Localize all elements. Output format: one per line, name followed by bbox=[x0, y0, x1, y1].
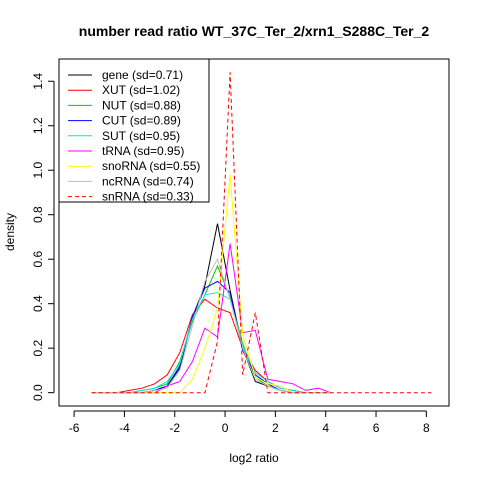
y-tick-label: 0.0 bbox=[31, 384, 45, 401]
y-tick-label: 0.2 bbox=[31, 340, 45, 357]
x-tick-label: 0 bbox=[222, 421, 229, 435]
legend-label-8: snRNA (sd=0.33) bbox=[102, 190, 194, 204]
x-tick-label: 2 bbox=[272, 421, 279, 435]
legend-label-3: CUT (sd=0.89) bbox=[102, 114, 181, 128]
series-line-8 bbox=[91, 72, 432, 394]
legend-label-2: NUT (sd=0.88) bbox=[102, 98, 181, 112]
legend-box bbox=[58, 58, 210, 203]
y-tick-label: 0.6 bbox=[31, 251, 45, 268]
legend-label-5: tRNA (sd=0.95) bbox=[102, 144, 184, 158]
legend-label-7: ncRNA (sd=0.74) bbox=[102, 174, 194, 188]
series-layer bbox=[91, 72, 432, 394]
legend: gene (sd=0.71)XUT (sd=1.02)NUT (sd=0.88)… bbox=[58, 58, 210, 204]
legend-label-6: snoRNA (sd=0.55) bbox=[102, 159, 200, 173]
chart-title: number read ratio WT_37C_Ter_2/xrn1_S288… bbox=[79, 23, 430, 39]
y-tick-label: 1.2 bbox=[31, 117, 45, 134]
y-axis-label: density bbox=[3, 213, 17, 251]
x-axis: -6 -4 -2 0 2 4 6 8 bbox=[69, 410, 430, 435]
x-tick-label: 8 bbox=[423, 421, 430, 435]
x-tick-label: -6 bbox=[69, 421, 80, 435]
y-tick-label: 0.4 bbox=[31, 295, 45, 312]
y-tick-label: 0.8 bbox=[31, 206, 45, 223]
x-tick-label: -4 bbox=[119, 421, 130, 435]
legend-label-4: SUT (sd=0.95) bbox=[102, 129, 180, 143]
legend-label-0: gene (sd=0.71) bbox=[102, 68, 183, 82]
y-tick-label: 1.0 bbox=[31, 162, 45, 179]
legend-label-1: XUT (sd=1.02) bbox=[102, 83, 180, 97]
x-tick-label: 6 bbox=[373, 421, 380, 435]
x-tick-label: -2 bbox=[169, 421, 180, 435]
y-axis: 0.0 0.2 0.4 0.6 0.8 1.0 1.2 1.4 bbox=[31, 73, 55, 401]
y-tick-label: 1.4 bbox=[31, 73, 45, 90]
x-tick-label: 4 bbox=[322, 421, 329, 435]
plot-frame bbox=[58, 58, 450, 407]
x-axis-label: log2 ratio bbox=[229, 451, 279, 465]
